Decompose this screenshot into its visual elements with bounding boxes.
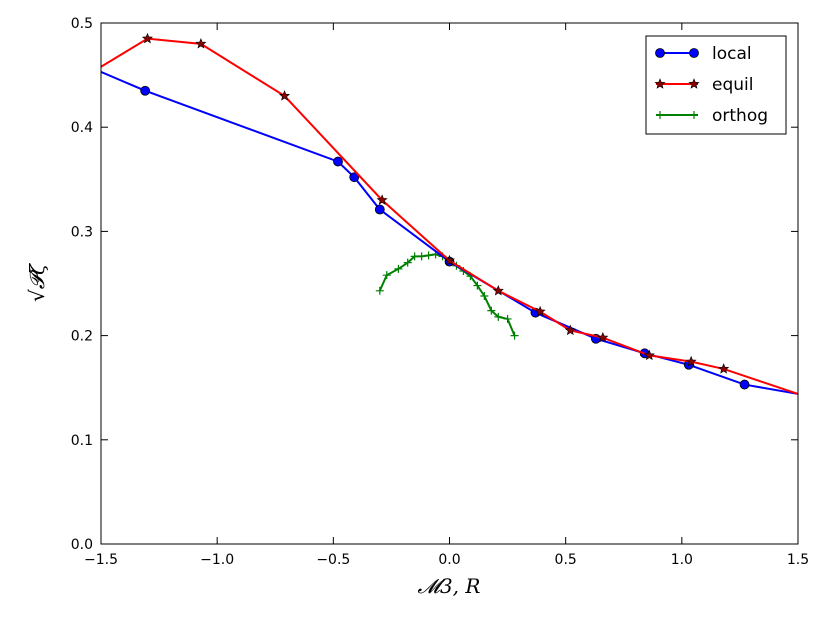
y-axis-label: √𝓟ζ [25, 263, 49, 302]
data-point-local [349, 172, 360, 183]
data-point-equil [643, 349, 655, 361]
data-point-equil [376, 194, 388, 205]
data-point-orthog [424, 251, 433, 260]
data-point-orthog [375, 286, 384, 295]
y-tick-label: 0.2 [71, 329, 93, 345]
x-tick-label: −0.5 [316, 552, 350, 568]
data-point-orthog [473, 281, 482, 290]
x-tick-label: −1.0 [200, 552, 234, 568]
y-tick-label: 0.4 [71, 120, 93, 136]
legend-item-orthog: orthog [656, 106, 768, 126]
legend-marker-equil [654, 78, 666, 89]
data-point-orthog [510, 331, 519, 340]
series-equil [101, 32, 798, 395]
legend-label-local: local [712, 44, 752, 64]
legend-marker-orthog [656, 111, 664, 119]
x-tick-label: 1.5 [787, 552, 809, 568]
y-tick-label: 0.3 [71, 224, 93, 240]
x-axis-label: 𝓜3, R [418, 574, 481, 598]
data-point-equil [685, 355, 697, 367]
legend-item-equil: equil [654, 75, 753, 95]
legend: local equil orthog [645, 35, 787, 135]
ticks-layer: −1.5 −1.0 −0.5 0.0 0.5 1.0 1.5 0.0 0.1 0.2 0.3 0.4 0… [71, 16, 809, 568]
data-point-equil [492, 284, 504, 296]
data-point-equil [718, 363, 730, 374]
y-tick-label: 0.1 [71, 433, 93, 449]
legend-marker-equil [688, 78, 700, 89]
data-point-equil [141, 32, 153, 44]
legend-label-orthog: orthog [712, 106, 768, 126]
y-tick-label: 0.0 [71, 537, 93, 553]
data-point-orthog [480, 292, 489, 301]
x-tick-label: 0.0 [438, 552, 460, 568]
data-point-orthog [494, 312, 503, 321]
data-point-orthog [382, 271, 391, 280]
data-point-orthog [503, 314, 512, 323]
data-point-orthog [417, 252, 426, 261]
x-tick-label: 0.5 [555, 552, 577, 568]
data-point-equil [443, 254, 456, 266]
x-tick-label: 1.0 [671, 552, 693, 568]
data-point-equil [195, 38, 207, 49]
data-point-orthog [394, 264, 403, 273]
data-point-orthog [403, 258, 412, 267]
data-point-orthog [410, 252, 419, 261]
data-point-local [739, 379, 750, 390]
data-point-equil [564, 324, 576, 336]
data-point-local [333, 156, 343, 167]
x-tick-label: −1.5 [84, 552, 118, 568]
data-point-local [140, 85, 151, 96]
legend-label-equil: equil [712, 75, 753, 95]
series-layer [101, 32, 798, 395]
legend-item-local: local [655, 44, 752, 64]
legend-marker-local [689, 48, 699, 58]
data-point-equil [279, 90, 291, 101]
data-point-orthog [487, 306, 496, 315]
series-line-equil [101, 37, 798, 395]
legend-marker-orthog [690, 111, 698, 119]
data-point-local [374, 204, 385, 215]
y-tick-label: 0.5 [71, 16, 93, 32]
data-point-equil [597, 331, 609, 343]
data-point-equil [534, 305, 546, 317]
legend-marker-local [655, 48, 665, 58]
